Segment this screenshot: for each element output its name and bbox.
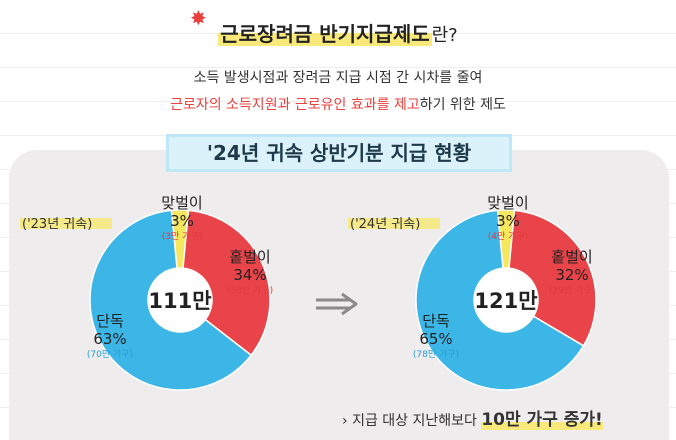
year-label-highlight xyxy=(20,218,112,229)
pie-center-label: 121만 xyxy=(474,289,537,313)
slice-households-label: (70만 가구) xyxy=(87,349,133,360)
slice-percent-label: 32% xyxy=(555,266,588,284)
title-suffix: 란? xyxy=(431,25,458,46)
year-label-highlight xyxy=(348,218,440,229)
pie-center-label: 111만 xyxy=(148,289,211,313)
slice-households-label: (4만 가구) xyxy=(488,231,528,242)
arrow-icon xyxy=(316,292,358,316)
title-highlight: 근로장려금 반기지급제도 xyxy=(218,22,432,46)
slice-households-label: (3만 가구) xyxy=(162,231,202,242)
slice-percent-label: 65% xyxy=(419,330,452,348)
section-banner: '24년 귀속 상반기분 지급 현황 xyxy=(166,134,512,172)
slice-percent-label: 3% xyxy=(496,212,520,230)
pie-center xyxy=(148,268,212,332)
footer-highlight: 10만 가구 증가! xyxy=(481,410,603,430)
bullet-icon: › xyxy=(342,413,348,429)
slice-name-label: 단독 xyxy=(96,312,124,330)
pie-center xyxy=(474,268,538,332)
slice-name-label: 맞벌이 xyxy=(487,194,528,212)
subtitle-rest-text: 하기 위한 제도 xyxy=(419,97,506,113)
subtitle-line2: 근로자의 소득지원과 근로유인 효과를 제고하기 위한 제도 xyxy=(0,94,676,114)
page-title: 근로장려금 반기지급제도 란? xyxy=(0,18,676,47)
slice-name-label: 단독 xyxy=(422,312,450,330)
subtitle-red-text: 근로자의 소득지원과 근로유인 효과를 제고 xyxy=(170,97,420,113)
slice-households-label: (38만 가구) xyxy=(227,285,273,296)
slice-name-label: 맞벌이 xyxy=(161,194,202,212)
slice-households-label: (78만 가구) xyxy=(413,349,459,360)
slice-households-label: (39만 가구) xyxy=(549,285,595,296)
slice-percent-label: 34% xyxy=(233,266,266,284)
header: ✸ 근로장려금 반기지급제도 란? 소득 발생시점과 장려금 지급 시점 간 시차… xyxy=(0,0,676,140)
footer-text: 지급 대상 지난해보다 xyxy=(352,413,477,429)
slice-name-label: 홑벌이 xyxy=(551,248,592,266)
slice-percent-label: 3% xyxy=(170,212,194,230)
star-icon: ✸ xyxy=(190,6,207,30)
subtitle-line1: 소득 발생시점과 장려금 지급 시점 간 시차를 줄여 xyxy=(193,70,483,86)
slice-percent-label: 63% xyxy=(93,330,126,348)
footer-note: › 지급 대상 지난해보다 10만 가구 증가! xyxy=(342,405,603,430)
slice-name-label: 홑벌이 xyxy=(229,248,270,266)
year-label: ('23년 귀속) xyxy=(22,217,92,232)
year-label: ('24년 귀속) xyxy=(350,217,420,232)
